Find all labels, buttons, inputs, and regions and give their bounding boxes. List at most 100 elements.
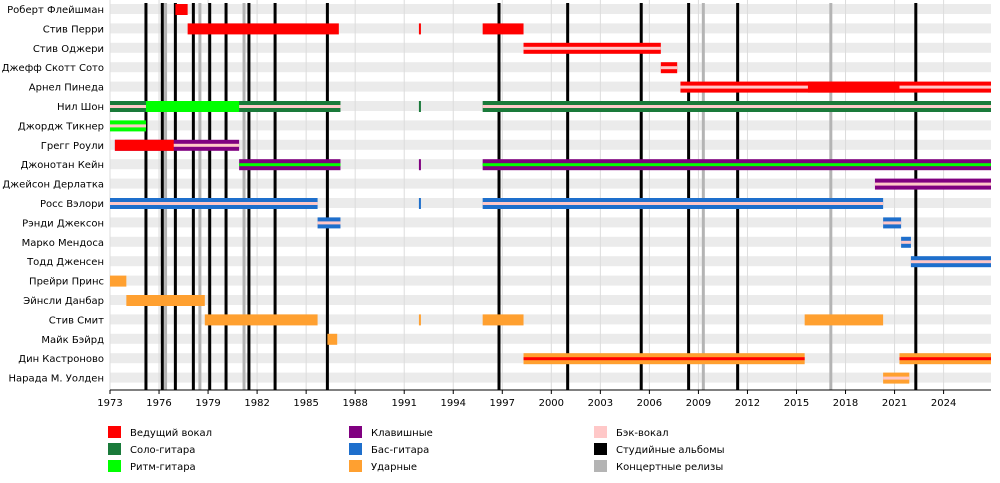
member-bar-lead_vocals xyxy=(807,81,900,93)
x-tick-label: 2000 xyxy=(539,398,564,409)
member-bar-lead_vocals xyxy=(418,23,421,35)
member-bar-keyboards xyxy=(418,159,421,171)
legend-swatch-lead_guitar xyxy=(108,443,121,455)
legend-label-backing_vocals: Бэк-вокал xyxy=(616,428,669,439)
row-stripe xyxy=(110,256,991,267)
member-label: Роберт Флейшман xyxy=(7,5,104,16)
member-label: Джордж Тикнер xyxy=(18,121,104,132)
x-tick-label: 2024 xyxy=(931,398,956,409)
legend-label-rhythm_guitar: Ритм-гитара xyxy=(130,462,196,473)
member-bar-accent-backing_vocals xyxy=(874,182,991,186)
member-bar-accent-backing_vocals xyxy=(660,66,678,70)
member-bar-lead_vocals xyxy=(114,139,174,151)
member-label: Нил Шон xyxy=(57,102,104,113)
member-label: Стив Перри xyxy=(43,24,104,35)
x-tick-label: 1985 xyxy=(293,398,318,409)
member-bar-accent-backing_vocals xyxy=(910,260,991,264)
live-release-lines xyxy=(164,3,833,390)
legend-swatch-lead_vocals xyxy=(108,426,121,438)
row-stripe xyxy=(110,4,991,14)
member-bar-accent-backing_vocals xyxy=(482,202,884,205)
row-stripe xyxy=(110,236,991,247)
row-stripe xyxy=(110,295,991,305)
member-bar-accent-backing_vocals xyxy=(114,143,240,147)
legend-swatch-bass xyxy=(349,443,362,455)
x-tick-label: 1976 xyxy=(146,398,171,409)
member-bar-drums xyxy=(482,314,524,326)
x-tick-label: 1991 xyxy=(391,398,416,409)
member-label: Дин Кастроново xyxy=(18,354,104,365)
x-tick-label: 2009 xyxy=(686,398,711,409)
studio-album-lines xyxy=(144,3,918,390)
member-label: Стив Смит xyxy=(49,315,104,326)
member-bar-lead_guitar xyxy=(418,101,421,112)
member-label: Джефф Скотт Сото xyxy=(2,63,104,74)
row-stripes xyxy=(110,4,991,383)
member-label: Грегг Роули xyxy=(41,141,104,152)
member-label: Стив Оджери xyxy=(33,44,104,55)
member-label: Тодд Дженсен xyxy=(26,257,104,268)
legend-swatch-keyboards xyxy=(349,426,362,438)
legend-label-drums: Ударные xyxy=(371,462,417,473)
member-label: Рэнди Джексон xyxy=(22,218,104,229)
row-stripe xyxy=(110,372,991,383)
legend-swatch-studio_albums xyxy=(594,443,607,455)
legend-label-live_releases: Концертные релизы xyxy=(616,462,723,473)
x-tick-label: 1973 xyxy=(97,398,122,409)
member-bar-accent-backing_vocals xyxy=(883,376,910,380)
member-labels: Роберт Флейшман Стив Перри Стив Оджери Джеф… xyxy=(2,5,104,385)
member-bar-drums xyxy=(126,295,205,306)
member-bar-accent-backing_vocals xyxy=(883,221,902,225)
member-label: Нарада М. Уолден xyxy=(8,374,104,385)
legend-label-lead_vocals: Ведущий вокал xyxy=(130,428,212,439)
member-bar-rhythm_guitar xyxy=(145,101,240,112)
member-bar-accent-backing_vocals xyxy=(110,124,146,128)
legend-label-lead_guitar: Соло-гитара xyxy=(130,445,195,456)
row-stripe xyxy=(110,120,991,131)
member-bars xyxy=(110,4,991,384)
member-label: Марко Мендоса xyxy=(22,238,104,249)
x-tick-label: 2018 xyxy=(833,398,858,409)
x-tick-label: 1982 xyxy=(244,398,269,409)
member-label: Эйнсли Данбар xyxy=(23,296,104,307)
legend-swatch-drums xyxy=(349,460,362,472)
row-stripe xyxy=(110,275,991,286)
member-bar-drums xyxy=(418,314,421,326)
row-stripe xyxy=(110,139,991,150)
x-tick-label: 1997 xyxy=(490,398,515,409)
member-bar-lead_vocals xyxy=(187,23,339,35)
legend-swatch-live_releases xyxy=(594,460,607,472)
member-bar-accent-lead_vocals xyxy=(523,357,805,361)
legend-label-bass: Бас-гитара xyxy=(371,445,429,456)
member-bar-accent-backing_vocals xyxy=(523,46,661,50)
row-stripe xyxy=(110,23,991,34)
member-bar-accent-rhythm_guitar xyxy=(482,163,991,167)
member-bar-accent-rhythm_guitar xyxy=(239,163,341,167)
member-bar-lead_vocals xyxy=(482,23,524,35)
x-tick-label: 2015 xyxy=(784,398,809,409)
row-stripe xyxy=(110,314,991,325)
member-bar-lead_vocals xyxy=(175,4,188,15)
member-bar-drums xyxy=(204,314,318,326)
member-bar-accent-backing_vocals xyxy=(317,221,341,225)
x-tick-label: 1994 xyxy=(441,398,466,409)
row-stripe xyxy=(110,62,991,73)
x-axis: 1973 1976 1979 1982 1985 1988 1991 1994 1997 2000… xyxy=(97,389,991,409)
legend-swatch-backing_vocals xyxy=(594,426,607,438)
member-bar-drums xyxy=(110,275,127,287)
member-bar-bass xyxy=(418,198,421,209)
member-label: Джонотан Кейн xyxy=(20,160,104,171)
row-stripe xyxy=(110,178,991,189)
year-gridlines xyxy=(109,0,945,390)
member-label: Прейри Принс xyxy=(29,277,104,288)
member-label: Арнел Пинеда xyxy=(29,83,104,94)
member-bar-accent-backing_vocals xyxy=(482,105,991,108)
member-bar-accent-backing_vocals xyxy=(110,202,318,205)
member-label: Майк Бэйрд xyxy=(41,335,104,346)
row-stripe xyxy=(110,333,991,344)
member-bar-accent-lead_vocals xyxy=(899,357,991,361)
x-tick-label: 2021 xyxy=(882,398,907,409)
member-label: Джейсон Дерлатка xyxy=(2,180,104,191)
